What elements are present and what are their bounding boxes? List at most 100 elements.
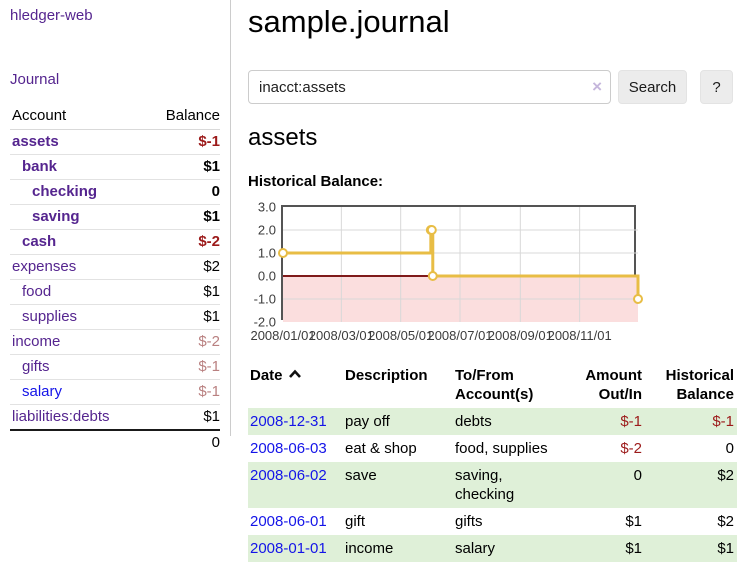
- sidebar-item-journal[interactable]: Journal: [10, 71, 60, 88]
- search-input[interactable]: [248, 70, 611, 104]
- account-heading: assets: [248, 124, 318, 151]
- app-brand-link[interactable]: hledger-web: [10, 7, 93, 24]
- transaction-description: save: [345, 467, 377, 484]
- register-table: Date Description To/From Account(s) Amount …: [248, 362, 737, 562]
- transaction-description: eat & shop: [345, 440, 417, 457]
- accounts-table: Account Balance assets $-1 bank $1 checking 0…: [10, 103, 220, 455]
- account-balance: $1: [203, 408, 220, 425]
- help-button[interactable]: ?: [700, 70, 733, 104]
- register-column-header: Description: [345, 367, 428, 384]
- transaction-date-link[interactable]: 2008-12-31: [250, 413, 327, 430]
- account-balance: $-1: [198, 133, 220, 150]
- account-row: salary $-1: [10, 380, 220, 405]
- account-balance: 0: [211, 183, 220, 200]
- register-row: 2008-06-03 eat & shop food, supplies $-2 0: [248, 435, 737, 462]
- data-point-marker: [427, 271, 438, 281]
- sidebar: hledger-web Journal Account Balance asse…: [0, 0, 231, 451]
- accounts-total-balance: 0: [211, 434, 220, 451]
- account-link[interactable]: expenses: [12, 258, 77, 275]
- transaction-accounts: food, supplies: [455, 440, 548, 457]
- transaction-description: income: [345, 540, 394, 557]
- account-link[interactable]: bank: [22, 158, 58, 175]
- account-row: bank $1: [10, 155, 220, 180]
- y-axis-tick-label: 1.0: [257, 245, 276, 261]
- x-axis-tick-label: 2008/07/01: [427, 328, 493, 343]
- register-column-header: Amount Out/In: [585, 367, 642, 403]
- account-link[interactable]: assets: [12, 133, 59, 150]
- account-link[interactable]: salary: [22, 383, 63, 400]
- data-point-marker: [278, 248, 288, 258]
- account-link[interactable]: gifts: [22, 358, 50, 375]
- sort-ascending-icon: [288, 369, 301, 378]
- transaction-amount: $-2: [620, 440, 642, 457]
- data-point-marker: [426, 225, 437, 235]
- transaction-balance: $-1: [712, 413, 734, 430]
- y-axis-tick-label: 2.0: [257, 222, 276, 238]
- register-column-header: Historical Balance: [665, 367, 734, 403]
- account-link[interactable]: saving: [32, 208, 80, 225]
- transaction-accounts: debts: [455, 413, 492, 430]
- transaction-balance: $1: [717, 540, 734, 557]
- y-axis-tick-label: 3.0: [257, 199, 276, 215]
- register-column-header: To/From Account(s): [455, 367, 534, 403]
- account-balance: $1: [203, 308, 220, 325]
- account-link[interactable]: supplies: [22, 308, 78, 325]
- y-axis-tick-label: -1.0: [253, 291, 276, 307]
- account-balance: $-2: [198, 233, 220, 250]
- x-axis-tick-label: 2008/09/01: [487, 328, 553, 343]
- account-row: food $1: [10, 280, 220, 305]
- account-row: income $-2: [10, 330, 220, 355]
- y-axis-tick-label: 0.0: [257, 268, 276, 284]
- account-link[interactable]: cash: [22, 233, 57, 250]
- transaction-accounts: saving, checking: [455, 467, 515, 503]
- x-axis-tick-label: 2008/01/01: [250, 328, 316, 343]
- account-balance: $1: [203, 208, 220, 225]
- transaction-amount: 0: [633, 467, 642, 484]
- register-row: 2008-06-01 gift gifts $1 $2: [248, 508, 737, 535]
- register-column-header[interactable]: Date: [248, 362, 343, 408]
- clear-search-icon[interactable]: ×: [592, 77, 602, 96]
- data-point-marker: [633, 294, 643, 304]
- accounts-total-row: 0: [10, 429, 220, 455]
- account-balance: $-1: [198, 383, 220, 400]
- account-row: supplies $1: [10, 305, 220, 330]
- x-axis-tick-label: 2008/05/01: [368, 328, 434, 343]
- account-link[interactable]: checking: [32, 183, 98, 200]
- transaction-amount: $1: [625, 540, 642, 557]
- account-link[interactable]: liabilities:debts: [12, 408, 110, 425]
- transaction-balance: 0: [725, 440, 734, 457]
- transaction-date-link[interactable]: 2008-06-01: [250, 513, 327, 530]
- transaction-amount: $-1: [620, 413, 642, 430]
- main-content: sample.journal × Search ? assets Histori…: [248, 0, 737, 562]
- transaction-description: gift: [345, 513, 366, 530]
- x-axis-tick-label: 2008/03/01: [308, 328, 374, 343]
- x-axis-tick-label: 2008/11/01: [547, 328, 612, 343]
- transaction-description: pay off: [345, 413, 390, 430]
- accounts-rows: assets $-1 bank $1 checking 0 saving $1 cash $-2 e…: [10, 130, 220, 429]
- account-column-header: Account: [12, 107, 67, 124]
- balance-column-header: Balance: [165, 107, 220, 124]
- account-row: liabilities:debts $1: [10, 405, 220, 429]
- register-header-row: Date Description To/From Account(s) Amount …: [248, 362, 737, 408]
- transaction-balance: $2: [717, 513, 734, 530]
- search-button[interactable]: Search: [618, 70, 687, 104]
- search-input-wrap: ×: [248, 70, 611, 104]
- account-row: gifts $-1: [10, 355, 220, 380]
- account-balance: $-1: [198, 358, 220, 375]
- chart-plot-area: [278, 205, 643, 322]
- register-row: 2008-12-31 pay off debts $-1 $-1: [248, 408, 737, 435]
- register-row: 2008-01-01 income salary $1 $1: [248, 535, 737, 562]
- page-title: sample.journal: [248, 4, 450, 39]
- transaction-accounts: gifts: [455, 513, 483, 530]
- register-row: 2008-06-02 save saving, checking 0 $2: [248, 462, 737, 508]
- transaction-date-link[interactable]: 2008-06-03: [250, 440, 327, 457]
- account-row: assets $-1: [10, 130, 220, 155]
- transaction-balance: $2: [717, 467, 734, 484]
- account-link[interactable]: food: [22, 283, 52, 300]
- account-balance: $1: [203, 158, 220, 175]
- search-bar: × Search ?: [248, 70, 737, 104]
- transaction-date-link[interactable]: 2008-01-01: [250, 540, 327, 557]
- transaction-date-link[interactable]: 2008-06-02: [250, 467, 327, 484]
- account-link[interactable]: income: [12, 333, 61, 350]
- account-row: saving $1: [10, 205, 220, 230]
